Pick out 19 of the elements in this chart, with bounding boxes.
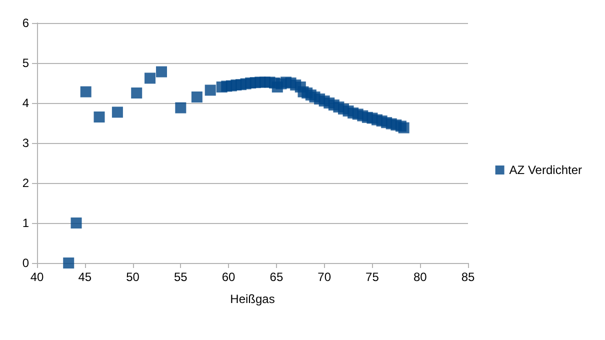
x-tick-label: 85 (461, 270, 475, 284)
y-tick-label: 2 (22, 176, 30, 190)
y-tick-label: 5 (22, 56, 30, 70)
x-tick-label: 40 (30, 270, 44, 284)
y-tick-label: 6 (22, 16, 30, 30)
x-tick-label: 60 (222, 270, 236, 284)
y-tick-label: 4 (22, 96, 30, 110)
x-tick-label: 55 (174, 270, 188, 284)
x-tick-label: 50 (126, 270, 140, 284)
y-tick-label: 1 (22, 216, 30, 230)
x-tick-label: 80 (413, 270, 428, 284)
x-tick-label: 45 (78, 270, 92, 284)
x-tick-label: 65 (270, 270, 284, 284)
y-tick-label: 0 (22, 256, 30, 270)
y-tick-label: 3 (22, 136, 30, 150)
x-tick-label: 70 (318, 270, 332, 284)
x-tick-label: 75 (366, 270, 380, 284)
legend-label: AZ Verdichter (509, 163, 582, 177)
x-axis-title: Heißgas (230, 292, 275, 306)
